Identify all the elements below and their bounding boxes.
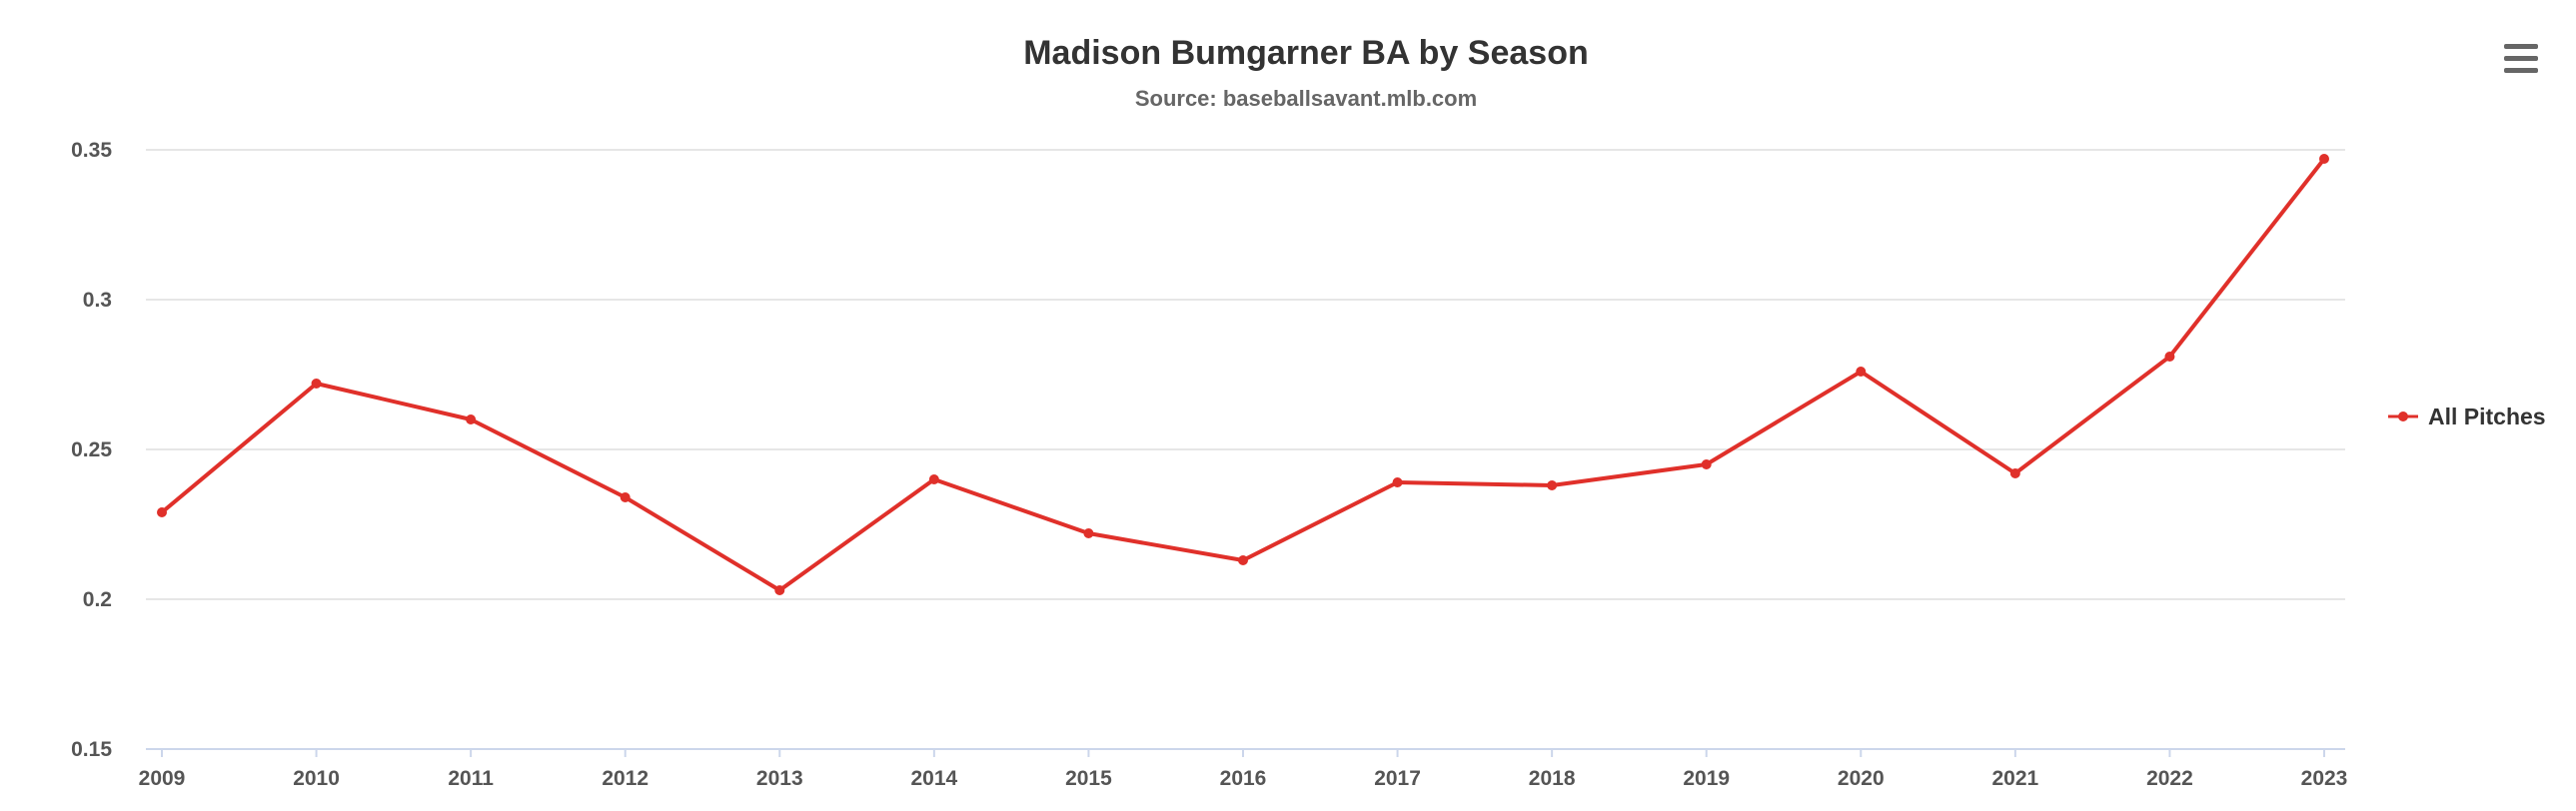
data-point[interactable] (311, 379, 322, 389)
data-point[interactable] (2319, 154, 2329, 164)
hamburger-menu-icon[interactable] (2498, 38, 2542, 78)
x-tick-label: 2022 (2146, 767, 2193, 790)
x-tick-label: 2016 (1220, 767, 1267, 790)
data-point[interactable] (157, 507, 167, 517)
y-tick-label: 0.25 (71, 438, 112, 461)
x-axis-ticks: 2009 2010 2011 2012 2013 2014 2015 2016 2017 2018… (139, 749, 2348, 790)
x-tick-label: 2009 (139, 767, 186, 790)
legend-series-label[interactable]: All Pitches (2428, 404, 2546, 429)
data-point[interactable] (1701, 459, 1712, 469)
x-tick-label: 2020 (1838, 767, 1885, 790)
data-point[interactable] (620, 492, 631, 502)
x-tick-label: 2010 (293, 767, 340, 790)
y-tick-label: 0.2 (83, 588, 112, 611)
x-tick-label: 2019 (1683, 767, 1730, 790)
x-tick-label: 2017 (1374, 767, 1421, 790)
data-point[interactable] (1083, 528, 1094, 538)
x-tick-label: 2011 (448, 767, 494, 790)
x-tick-label: 2014 (910, 767, 957, 790)
y-tick-label: 0.15 (71, 738, 112, 761)
x-tick-label: 2023 (2301, 767, 2348, 790)
data-point[interactable] (1392, 477, 1403, 487)
data-point[interactable] (1238, 555, 1248, 565)
chart-title: Madison Bumgarner BA by Season (1023, 34, 1589, 72)
y-tick-label: 0.35 (71, 139, 112, 162)
data-point[interactable] (928, 474, 939, 484)
series-group (157, 154, 2329, 595)
data-point[interactable] (2164, 352, 2175, 362)
data-point[interactable] (1856, 367, 1867, 377)
y-axis-ticks: 0.15 0.2 0.25 0.3 0.35 (71, 139, 112, 761)
chart-subtitle: Source: baseballsavant.mlb.com (1135, 86, 1477, 111)
x-tick-label: 2021 (1991, 767, 2038, 790)
data-point[interactable] (466, 414, 477, 424)
data-point[interactable] (2009, 468, 2020, 478)
legend-series-marker (2398, 411, 2408, 421)
grid-lines (146, 149, 2345, 600)
series-line[interactable] (160, 157, 2326, 592)
x-tick-label: 2015 (1065, 767, 1112, 790)
x-tick-label: 2013 (756, 767, 803, 790)
data-point[interactable] (774, 585, 785, 595)
y-tick-label: 0.3 (83, 289, 112, 312)
x-tick-label: 2012 (602, 767, 648, 790)
legend[interactable]: All Pitches (2388, 404, 2546, 429)
x-tick-label: 2018 (1529, 767, 1576, 790)
data-point[interactable] (1547, 480, 1558, 490)
